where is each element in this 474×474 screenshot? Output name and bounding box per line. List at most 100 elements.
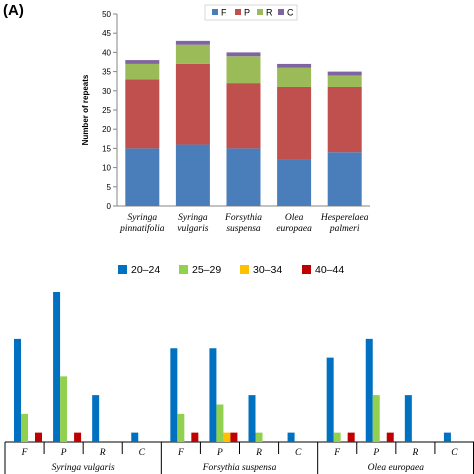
bar-r20 <box>131 432 139 442</box>
x-category-label: vulgaris <box>177 224 208 234</box>
bar-segment-p <box>327 86 362 153</box>
bar-r20 <box>14 338 21 442</box>
legend-swatch <box>179 265 188 274</box>
legend-label: R <box>266 8 273 18</box>
x-category-label: F <box>333 448 340 458</box>
x-category-label: Olea <box>285 213 304 223</box>
legend-label: P <box>244 8 250 18</box>
bar-r25 <box>255 432 263 442</box>
bar-r40 <box>230 432 238 442</box>
y-tick-label: 30 <box>102 87 111 96</box>
bar-segment-c <box>125 60 160 64</box>
bar-r20 <box>170 348 178 442</box>
bar-segment-r <box>125 63 160 80</box>
x-category-label: R <box>255 448 262 458</box>
group-label: Olea europaea <box>368 463 425 473</box>
bar-r25 <box>333 432 341 442</box>
legend-label: F <box>221 8 227 18</box>
bar-r20 <box>287 432 295 442</box>
bar-segment-c <box>277 63 312 68</box>
legend-swatch <box>302 265 311 274</box>
y-tick-label: 50 <box>102 10 111 19</box>
x-category-label: europaea <box>276 224 312 234</box>
y-tick-label: 20 <box>102 125 111 134</box>
bar-segment-p <box>277 86 312 160</box>
y-tick-label: 25 <box>102 106 111 115</box>
bar-r20 <box>326 357 334 442</box>
grouped-bar-chart: 20–24 25–29 30–34 40–44 F P R C Syringa vulgaris… <box>4 264 474 474</box>
legend-label: 30–34 <box>253 264 282 276</box>
x-category-label: Forsythia <box>224 213 262 223</box>
y-tick-label: 40 <box>102 48 111 57</box>
bar-segment-p <box>125 79 160 149</box>
x-category-label: Syringa <box>178 213 208 223</box>
bar-r20 <box>248 395 256 442</box>
bar-segment-f <box>226 148 261 206</box>
bar-r40 <box>35 432 42 442</box>
x-category-label: palmeri <box>329 224 360 234</box>
y-tick-label: 0 <box>107 202 112 211</box>
legend-label: C <box>287 8 294 18</box>
bar-r40 <box>386 432 394 442</box>
bar-segment-f <box>327 152 362 206</box>
x-category-label: R <box>99 448 106 458</box>
x-category-label: P <box>372 448 379 458</box>
legend-label: 40–44 <box>315 264 344 276</box>
bar-r40 <box>191 432 199 442</box>
bar-r25 <box>216 404 224 442</box>
x-category-label: C <box>451 448 458 458</box>
bar-r20 <box>53 292 61 442</box>
bar-segment-c <box>327 71 362 76</box>
legend-swatch <box>235 9 241 15</box>
bar-segment-r <box>226 56 261 84</box>
panel-label: (A) <box>3 2 24 19</box>
bar-segment-r <box>175 44 210 64</box>
bar-segment-r <box>277 67 312 87</box>
legend-swatch <box>257 9 263 15</box>
legend-swatch <box>118 265 127 274</box>
bar-segment-r <box>327 75 362 87</box>
bar-segment-f <box>277 159 312 206</box>
legend: 20–24 25–29 30–34 40–44 <box>118 264 344 276</box>
bar-r20 <box>92 395 100 442</box>
x-category-label: suspensa <box>226 224 261 234</box>
stacked-bar-chart: 0 5 10 15 20 25 30 35 40 45 50 Number of repeats Syr… <box>81 4 370 234</box>
y-tick-label: 35 <box>102 68 111 77</box>
legend-box <box>204 4 298 21</box>
x-category-label: C <box>139 448 146 458</box>
bar-segment-f <box>175 144 210 206</box>
bar-r20 <box>209 348 217 442</box>
legend-swatch <box>240 265 249 274</box>
x-category-label: Hesperelaea <box>320 213 369 223</box>
group-label: Syringa vulgaris <box>52 463 115 473</box>
x-category-label: F <box>177 448 184 458</box>
bar-r20 <box>365 338 373 442</box>
bar-r30 <box>223 432 231 442</box>
y-tick-label: 45 <box>102 29 111 38</box>
y-axis-label: Number of repeats <box>81 74 90 145</box>
x-category-label: F <box>21 448 28 458</box>
group-label: Forsythia suspensa <box>202 463 277 473</box>
legend-swatch <box>212 9 218 15</box>
bar-r40 <box>347 432 355 442</box>
bar-r20 <box>443 432 451 442</box>
bar-r25 <box>372 395 380 442</box>
legend-label: 25–29 <box>192 264 221 276</box>
legend-swatch <box>278 9 284 15</box>
x-category-label: Syringa <box>128 213 158 223</box>
bar-segment-c <box>226 52 261 57</box>
bar-r40 <box>74 432 82 442</box>
x-category-label: C <box>295 448 302 458</box>
bar-r25 <box>60 376 68 442</box>
x-category-label: R <box>411 448 418 458</box>
bar-segment-p <box>175 63 210 145</box>
y-tick-label: 10 <box>102 164 111 173</box>
bar-segment-f <box>125 148 160 206</box>
bar-r20 <box>404 395 412 442</box>
x-category-label: pinnatifolia <box>119 223 165 234</box>
legend-label: 20–24 <box>131 264 160 276</box>
bar-r25 <box>21 413 28 442</box>
x-category-label: P <box>60 448 67 458</box>
